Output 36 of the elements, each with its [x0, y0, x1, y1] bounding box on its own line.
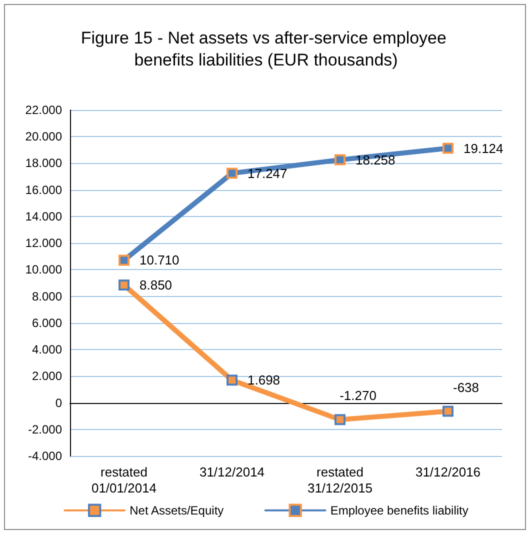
point: [334, 414, 346, 426]
y-tick-label: 4.000: [32, 342, 62, 357]
x-tick-label: 31/12/2016: [415, 464, 481, 480]
y-tick-label: -4.000: [28, 449, 62, 463]
y-tick-label: 0: [55, 396, 62, 410]
data-label: -638: [452, 380, 480, 395]
point: [442, 406, 454, 417]
x-tick-label: restated 01/01/2014: [91, 464, 157, 496]
y-tick-label: 2.000: [32, 369, 62, 384]
data-label: -1.270: [340, 388, 376, 404]
x-tick-label: restated 31/12/2015: [307, 464, 373, 496]
y-tick-label: 12.000: [25, 236, 62, 250]
y-tick-label: 18.000: [25, 156, 62, 170]
data-label: 1.698: [248, 372, 280, 388]
data-label: 19.124: [464, 140, 504, 156]
legend-label: Net Assets/Equity: [130, 503, 224, 518]
y-tick-label: 20.000: [25, 130, 62, 144]
y-tick-label: 10.000: [25, 262, 62, 277]
data-label: 8.850: [140, 277, 172, 292]
y-tick-label: 6.000: [32, 316, 62, 330]
chart-title: Figure 15 - Net assets vs after-service employee benefits liabilities (EUR thousands): [80, 28, 452, 70]
y-tick-label: 22.000: [25, 103, 62, 117]
point: [118, 279, 130, 290]
y-tick-label: 14.000: [25, 209, 62, 224]
y-tick-label: -2.000: [28, 422, 62, 436]
point: [442, 142, 454, 154]
y-tick-label: 16.000: [25, 182, 62, 197]
point: [226, 374, 238, 386]
point: [118, 254, 130, 266]
point: [334, 154, 346, 166]
point: [226, 168, 238, 179]
legend-label: Employee benefits liability: [330, 503, 468, 518]
y-tick-label: 8.000: [32, 289, 62, 304]
x-tick-label: 31/12/2014: [199, 464, 265, 480]
data-label: 17.247: [248, 166, 288, 181]
data-label: 10.710: [140, 252, 180, 268]
